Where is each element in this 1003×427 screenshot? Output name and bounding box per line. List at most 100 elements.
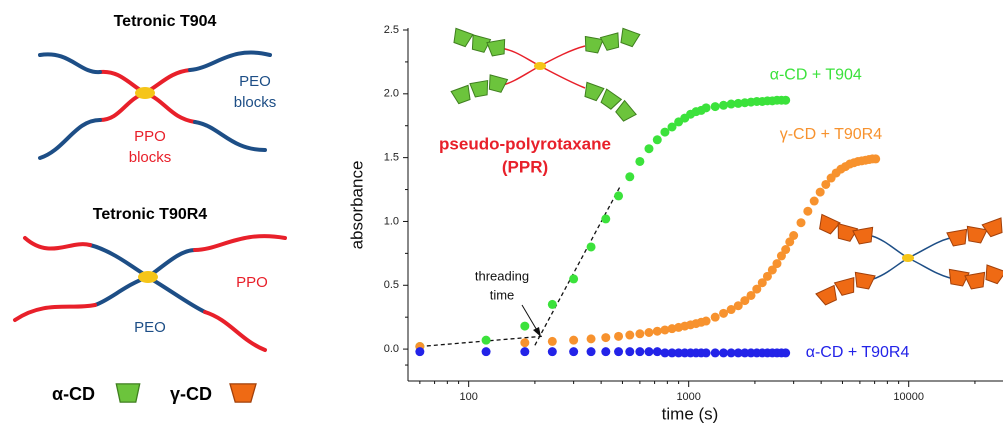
data-point [719,348,729,358]
data-point [625,172,635,182]
y-tick-label: 2.0 [384,88,399,100]
data-point [821,179,831,189]
data-point [520,347,530,357]
data-point [601,214,611,224]
diagram-title: Tetronic T90R4 [93,206,208,223]
data-point [762,271,772,281]
data-point [726,305,736,315]
y-tick-label: 0.5 [384,279,399,291]
data-point [586,334,596,344]
diagram-label: PEO [134,319,166,336]
data-point [614,347,624,357]
data-point [644,327,654,337]
y-axis-label: absorbance [347,161,366,250]
data-point [710,312,720,322]
data-point [796,218,806,228]
series-label: α-CD + T90R4 [806,344,910,361]
data-point [586,242,596,252]
data-point [481,347,491,357]
data-point [601,347,611,357]
y-tick-label: 2.5 [384,24,399,36]
x-tick-label: 10000 [893,391,924,403]
data-point [746,290,756,300]
data-point [701,103,711,113]
ppr-cartoon [450,27,641,124]
x-axis-label: time (s) [662,404,719,423]
data-point [635,347,645,357]
data-point [652,135,662,145]
fit-line [534,185,622,346]
data-point [635,156,645,166]
diagram-label: blocks [129,149,172,166]
data-point [614,191,624,201]
data-point [781,348,791,358]
data-point [719,308,729,318]
data-point [757,278,767,288]
data-point [726,99,736,109]
data-point [781,245,791,255]
data-point [667,122,677,132]
data-point [652,326,662,336]
data-point [520,321,530,331]
data-point [772,259,782,269]
x-tick-label: 1000 [676,391,700,403]
data-point [625,347,635,357]
t90r4-structure [13,234,287,352]
data-point [586,347,596,357]
data-point [652,347,662,357]
data-point [520,338,530,348]
data-point [809,196,819,206]
annotation: time [490,287,515,302]
legend-label: α-CD [52,384,95,404]
y-tick-label: 1.0 [384,215,399,227]
data-point [547,336,557,346]
data-point [601,333,611,343]
data-point [781,95,791,105]
data-point [660,127,670,137]
data-point [481,335,491,345]
data-point [701,316,711,326]
data-point [625,330,635,340]
data-point [733,301,743,311]
y-tick-label: 1.5 [384,152,399,164]
y-tick-label: 0.0 [384,343,399,355]
data-point [733,98,743,108]
data-point [740,348,750,358]
diagram-label: blocks [234,94,277,111]
data-point [752,284,762,294]
data-point [644,347,654,357]
series-label: α-CD + T904 [770,66,862,83]
diagram-title: Tetronic T904 [114,13,217,30]
data-point [660,348,670,358]
data-point [569,347,579,357]
data-point [614,331,624,341]
data-point [710,348,720,358]
data-point [719,100,729,110]
data-point [815,187,825,197]
data-point [674,348,684,358]
diagram-label: PPO [236,274,268,291]
diagram-label: PEO [239,73,271,90]
data-point [660,325,670,335]
data-point [871,154,881,164]
data-point [415,347,425,357]
data-point [701,348,711,358]
data-point [767,265,777,275]
data-point [726,348,736,358]
data-point [789,230,799,240]
diagram-label: PPO [134,128,166,145]
annotation: (PPR) [502,157,548,176]
gamma-cd-icon [229,383,257,403]
data-point [635,329,645,339]
data-point [710,102,720,112]
data-point [569,274,579,284]
data-point [547,347,557,357]
data-point [667,348,677,358]
t904-structure [38,50,272,160]
data-point [569,335,579,345]
data-point [733,348,743,358]
legend-label: γ-CD [170,384,212,404]
data-point [803,206,813,216]
alpha-cd-icon [115,383,141,403]
